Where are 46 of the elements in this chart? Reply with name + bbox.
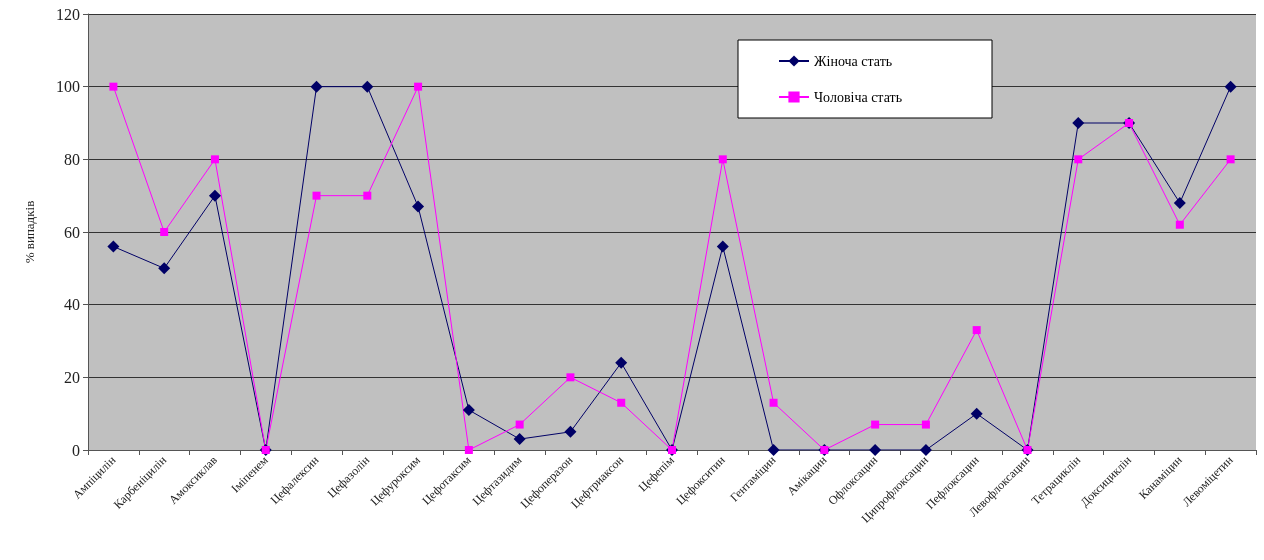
point (312, 191, 321, 200)
point (1072, 117, 1085, 129)
point (1226, 155, 1235, 164)
point (1074, 155, 1083, 164)
y-tick-label: 120 (56, 5, 80, 23)
legend-label: Жіноча стать (814, 53, 893, 69)
point (210, 155, 219, 164)
point (412, 200, 425, 213)
y-tick-label: 0 (72, 441, 80, 459)
point (109, 82, 118, 91)
point (515, 420, 524, 429)
point (208, 189, 221, 202)
y-tick-label: 40 (64, 296, 80, 314)
point (464, 446, 473, 454)
point (919, 444, 932, 456)
point (361, 80, 374, 93)
point (767, 444, 780, 456)
y-tick-label: 80 (64, 150, 80, 168)
point (310, 80, 323, 93)
point (107, 240, 120, 253)
point (769, 398, 778, 407)
point (972, 326, 981, 335)
legend-label: Чоловіча стать (814, 89, 903, 105)
point (513, 433, 526, 446)
y-tick-label: 100 (56, 78, 80, 96)
point (617, 398, 626, 407)
point (970, 407, 983, 420)
point (566, 373, 575, 382)
point (718, 155, 727, 164)
point (615, 356, 628, 369)
point (871, 420, 880, 429)
point (414, 82, 423, 91)
point (160, 228, 169, 236)
point (363, 191, 372, 200)
point (921, 420, 930, 429)
y-tick-label: 60 (64, 223, 80, 241)
y-axis-title: % випадків (22, 200, 37, 264)
y-tick-label: 20 (64, 368, 80, 386)
point (1173, 196, 1186, 209)
point (1175, 220, 1184, 229)
point (564, 425, 577, 438)
point (462, 404, 475, 417)
point (869, 444, 882, 456)
point (1224, 80, 1237, 93)
point (716, 240, 729, 253)
point (158, 262, 171, 275)
